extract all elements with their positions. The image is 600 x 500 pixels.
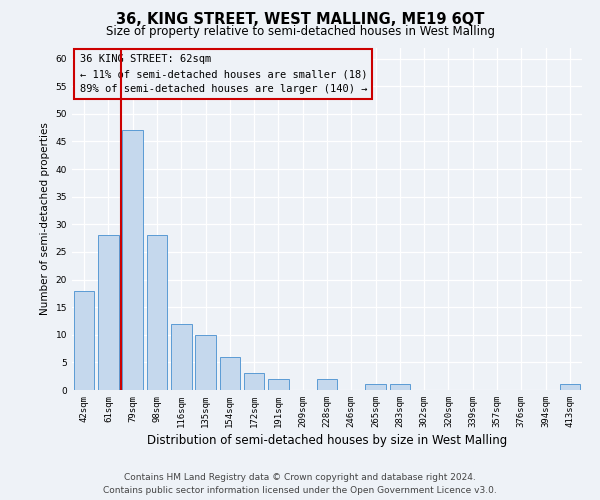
Bar — [389, 384, 410, 390]
Bar — [244, 374, 265, 390]
Text: 36, KING STREET, WEST MALLING, ME19 6QT: 36, KING STREET, WEST MALLING, ME19 6QT — [116, 12, 484, 28]
Bar — [195, 335, 216, 390]
Bar — [98, 236, 119, 390]
Bar — [268, 379, 289, 390]
Bar — [171, 324, 191, 390]
Bar — [146, 236, 167, 390]
Text: Contains HM Land Registry data © Crown copyright and database right 2024.
Contai: Contains HM Land Registry data © Crown c… — [103, 474, 497, 495]
Text: Size of property relative to semi-detached houses in West Malling: Size of property relative to semi-detach… — [106, 25, 494, 38]
Text: 36 KING STREET: 62sqm
← 11% of semi-detached houses are smaller (18)
89% of semi: 36 KING STREET: 62sqm ← 11% of semi-deta… — [80, 54, 367, 94]
Bar — [122, 130, 143, 390]
Y-axis label: Number of semi-detached properties: Number of semi-detached properties — [40, 122, 50, 315]
Bar — [317, 379, 337, 390]
Bar — [365, 384, 386, 390]
X-axis label: Distribution of semi-detached houses by size in West Malling: Distribution of semi-detached houses by … — [147, 434, 507, 447]
Bar — [74, 290, 94, 390]
Bar — [220, 357, 240, 390]
Bar — [560, 384, 580, 390]
